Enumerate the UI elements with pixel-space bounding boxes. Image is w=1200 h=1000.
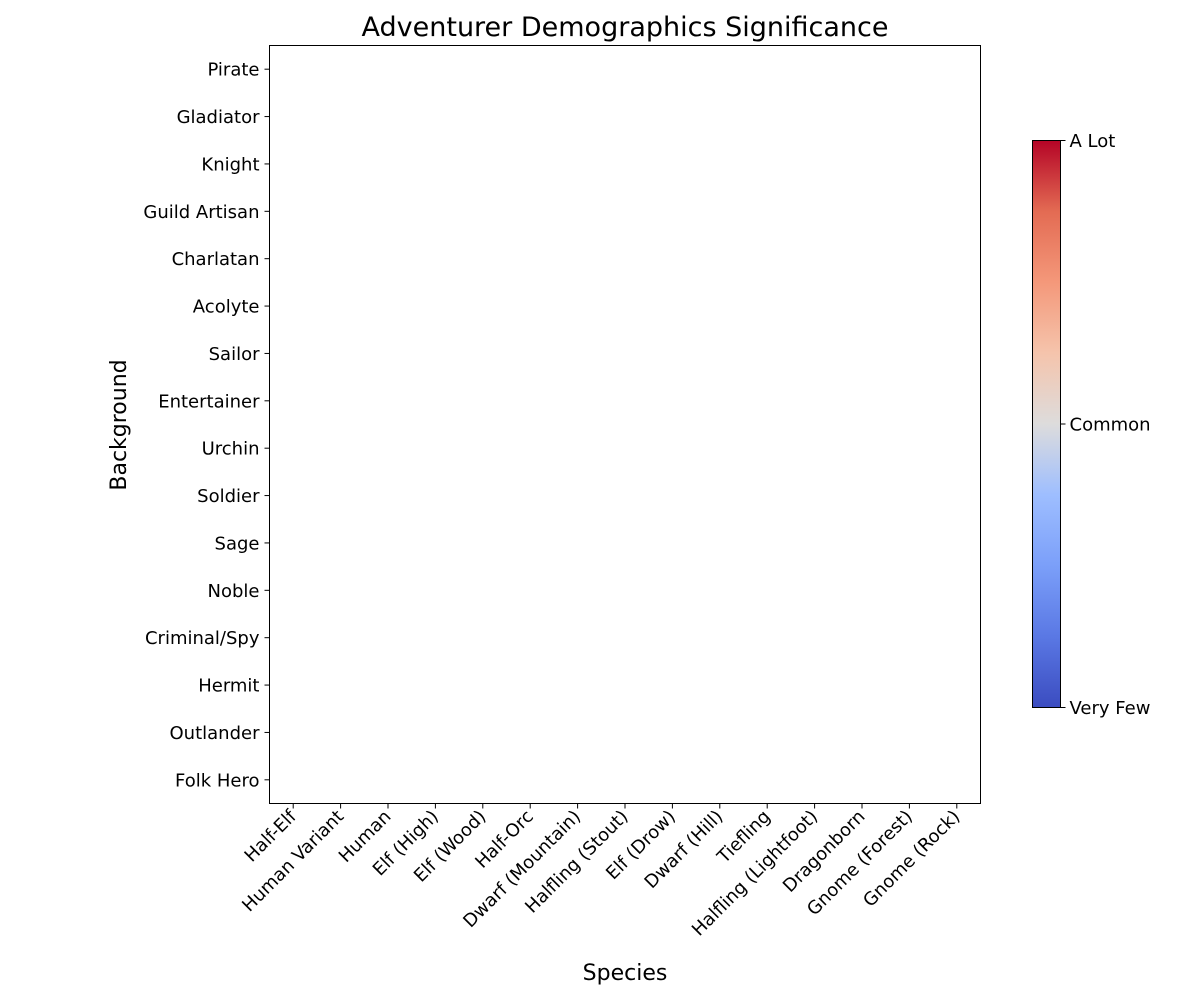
y-tick-label: Guild Artisan bbox=[143, 202, 259, 223]
y-tick-label: Hermit bbox=[198, 676, 259, 697]
y-tick-label: Criminal/Spy bbox=[145, 628, 260, 649]
y-tick-label: Noble bbox=[208, 581, 260, 602]
plot-area bbox=[269, 45, 981, 804]
y-tick-label: Folk Hero bbox=[175, 770, 260, 791]
y-tick-label: Knight bbox=[201, 154, 259, 175]
y-tick-label: Entertainer bbox=[158, 391, 260, 412]
y-tick-label: Urchin bbox=[202, 439, 260, 460]
y-tick-label: Gladiator bbox=[177, 107, 261, 128]
chart-title: Adventurer Demographics Significance bbox=[362, 12, 889, 43]
y-tick-label: Soldier bbox=[197, 486, 260, 507]
y-axis-ticks: Pirate Gladiator Knight Guild Artisan Charla… bbox=[143, 60, 270, 791]
colorbar bbox=[1032, 140, 1061, 708]
y-axis-title: Background bbox=[107, 359, 132, 490]
y-tick-label: Charlatan bbox=[172, 249, 260, 270]
colorbar-tick-label: Very Few bbox=[1070, 698, 1151, 719]
x-axis-title: Species bbox=[583, 961, 668, 986]
y-tick-label: Sage bbox=[215, 533, 260, 554]
colorbar-ticks: Very Few Common A Lot bbox=[1060, 131, 1151, 719]
colorbar-tick-label: Common bbox=[1070, 415, 1151, 436]
y-tick-label: Sailor bbox=[209, 344, 260, 365]
y-tick-label: Acolyte bbox=[193, 297, 260, 318]
y-tick-label: Pirate bbox=[207, 60, 259, 81]
colorbar-tick-label: A Lot bbox=[1070, 131, 1116, 152]
y-tick-label: Outlander bbox=[170, 723, 261, 744]
